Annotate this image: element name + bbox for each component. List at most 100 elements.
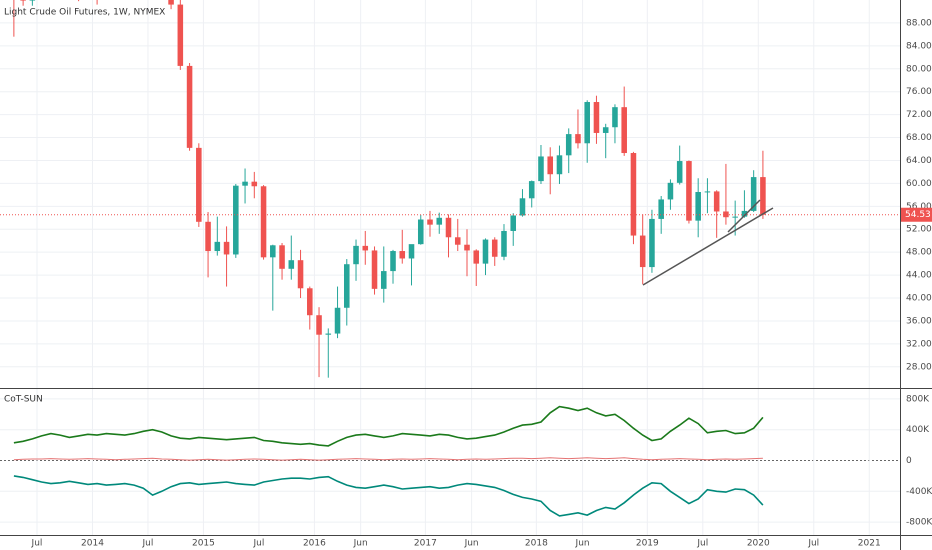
candle-body xyxy=(288,260,295,269)
candle-body xyxy=(565,134,572,156)
candle-body xyxy=(168,0,174,5)
candle-body xyxy=(593,102,600,133)
price-pane xyxy=(0,0,900,378)
indicator-title: CoT-SUN xyxy=(4,395,43,405)
candle-body xyxy=(177,4,184,66)
y-tick-label: 60.00 xyxy=(906,179,932,189)
candle-body xyxy=(713,191,720,212)
candle-body xyxy=(639,235,646,268)
x-tick-label: Jun xyxy=(353,539,368,549)
y-tick-label: 68.00 xyxy=(906,133,932,143)
candle-body xyxy=(390,251,396,272)
x-tick-label: Jul xyxy=(142,539,154,549)
x-tick-label: 2019 xyxy=(636,539,659,549)
x-tick-label: 2020 xyxy=(747,539,770,549)
candle-body xyxy=(612,107,618,128)
candle-body xyxy=(750,177,757,211)
candle-body xyxy=(233,185,239,255)
candle-body xyxy=(251,181,258,187)
candle-body xyxy=(270,245,276,258)
trend-line xyxy=(727,199,761,233)
candle-body xyxy=(362,245,369,251)
candle-body xyxy=(491,239,498,257)
x-tick-label: 2016 xyxy=(303,539,326,549)
x-tick-label: Jul xyxy=(696,539,708,549)
candle-body xyxy=(741,210,748,217)
price-grid xyxy=(0,0,900,388)
last-price-box xyxy=(901,207,932,222)
candle-body xyxy=(223,241,230,255)
y-tick-label: 28.00 xyxy=(906,362,932,372)
candle-body xyxy=(29,0,36,1)
x-tick-label: 2018 xyxy=(525,539,548,549)
x-tick-label: Jun xyxy=(575,539,590,549)
candle-body xyxy=(676,161,683,183)
y-tick-label: 0 xyxy=(906,456,912,466)
candle-body xyxy=(538,156,544,182)
candle-body xyxy=(297,260,304,289)
y-tick-label: -800K xyxy=(906,518,932,528)
candle-body xyxy=(325,333,332,335)
candle-body xyxy=(371,250,378,289)
last-price-label: 54.53 xyxy=(905,210,931,220)
candle-body xyxy=(307,288,313,316)
y-tick-label: -400K xyxy=(906,487,932,497)
candle-body xyxy=(436,217,443,225)
axes: 28.00 32.00 36.00 40.00 44.00 48.00 52.00 56.00… xyxy=(31,18,932,549)
candle-body xyxy=(547,156,553,175)
y-tick-label: 40.00 xyxy=(906,294,932,304)
candle-body xyxy=(380,271,387,289)
cot-line xyxy=(13,457,763,461)
candle-body xyxy=(482,239,489,264)
candle-body xyxy=(399,251,406,259)
candle-body xyxy=(649,218,655,268)
candle-body xyxy=(445,217,452,238)
candle-body xyxy=(510,215,517,231)
candle-body xyxy=(602,127,609,133)
candle-body xyxy=(260,186,267,258)
candle-body xyxy=(205,221,211,252)
candle-body xyxy=(658,199,664,219)
candle-body xyxy=(473,250,480,264)
y-tick-label: 52.00 xyxy=(906,225,932,235)
x-tick-label: Jul xyxy=(31,539,43,549)
y-tick-label: 800K xyxy=(906,394,930,404)
x-tick-label: Jul xyxy=(807,539,819,549)
candle-body xyxy=(686,161,692,221)
y-tick-label: 44.00 xyxy=(906,271,932,281)
candle-body xyxy=(630,153,637,236)
cot-pane xyxy=(13,405,764,517)
x-tick-label: Jun xyxy=(464,539,479,549)
x-tick-label: Jul xyxy=(252,539,264,549)
candle-body xyxy=(704,191,711,193)
candle-body xyxy=(242,181,248,186)
candle-body xyxy=(279,245,285,269)
y-tick-label: 72.00 xyxy=(906,110,932,120)
candle-body xyxy=(519,198,526,216)
cot-grid xyxy=(0,389,900,535)
y-tick-label: 64.00 xyxy=(906,156,932,166)
candle-body xyxy=(621,107,627,154)
x-tick-label: 2014 xyxy=(81,539,104,549)
candle-body xyxy=(556,155,563,175)
candle-body xyxy=(667,182,674,200)
cot-line xyxy=(13,405,764,447)
y-tick-label: 32.00 xyxy=(906,339,932,349)
candle-body xyxy=(427,219,433,225)
candle-body xyxy=(214,241,221,252)
candle-body xyxy=(584,102,590,144)
candle-body xyxy=(334,307,341,334)
y-tick-label: 84.00 xyxy=(906,41,932,51)
candle-body xyxy=(501,230,507,257)
y-tick-label: 80.00 xyxy=(906,64,932,74)
candle-body xyxy=(344,264,350,308)
candle-body xyxy=(316,315,322,335)
trend-line xyxy=(642,207,774,286)
candle-body xyxy=(723,211,729,218)
candle-body xyxy=(760,177,766,215)
y-tick-label: 76.00 xyxy=(906,87,932,97)
candle-body xyxy=(464,244,470,251)
candle-body xyxy=(408,244,415,259)
cot-line xyxy=(13,475,764,517)
